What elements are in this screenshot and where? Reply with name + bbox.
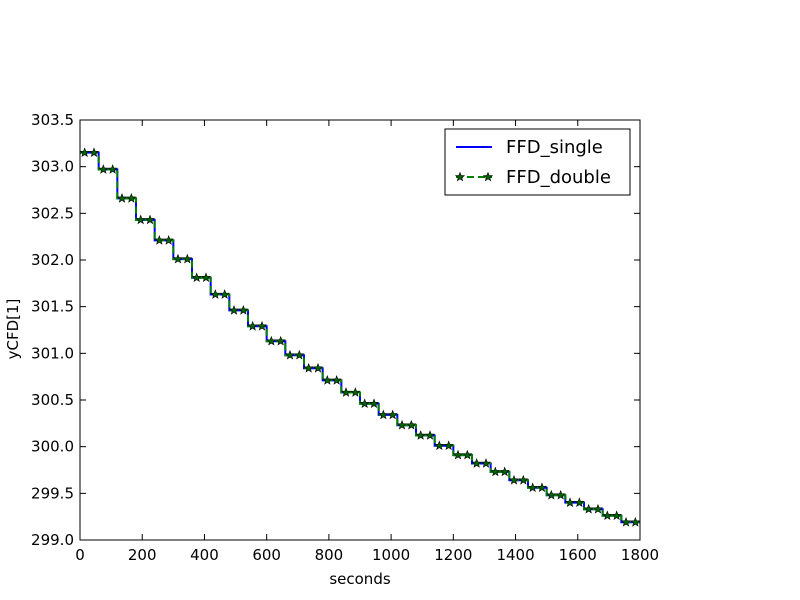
point-marker: [378, 409, 389, 420]
point-marker: [452, 449, 464, 460]
point-marker: [98, 164, 109, 174]
point-marker: [107, 164, 118, 174]
point-marker: [182, 253, 193, 264]
point-marker: [396, 419, 408, 430]
point-marker: [172, 253, 184, 264]
point-marker: [508, 474, 520, 485]
point-marker: [434, 440, 445, 451]
point-marker: [555, 489, 566, 500]
x-tick-label: 1000: [372, 546, 410, 564]
y-tick-label: 301.5: [31, 298, 74, 316]
series-markers-ffd-double: [79, 147, 641, 527]
series-line-ffd-single: [80, 151, 640, 524]
legend-star-icon: [454, 171, 466, 182]
point-marker: [219, 289, 230, 299]
legend-box: [444, 128, 631, 196]
x-tick-label: 1600: [559, 546, 597, 564]
point-marker: [471, 458, 482, 468]
point-marker: [154, 235, 165, 245]
y-tick-label: 299.0: [31, 531, 74, 549]
legend-label-ffd-single: FFD_single: [506, 137, 603, 158]
point-marker: [88, 147, 100, 157]
point-marker: [490, 466, 501, 477]
point-marker: [602, 510, 613, 521]
x-tick-label: 1400: [496, 546, 534, 564]
point-marker: [546, 489, 557, 500]
point-marker: [275, 335, 286, 346]
point-marker: [200, 272, 212, 283]
y-tick-label: 299.5: [31, 484, 74, 502]
point-marker: [322, 375, 333, 385]
legend-star-icon: [482, 171, 494, 182]
x-tick-label: 400: [190, 546, 219, 564]
y-tick-label: 302.5: [31, 204, 74, 222]
x-axis-title: seconds: [329, 570, 390, 588]
point-marker: [238, 305, 249, 315]
y-tick-label: 301.0: [31, 344, 74, 362]
point-marker: [228, 305, 240, 315]
point-marker: [350, 387, 361, 397]
point-marker: [583, 503, 594, 514]
y-axis-title: yCFD[1]: [4, 299, 22, 360]
point-marker: [574, 497, 585, 507]
y-tick-label: 302.0: [31, 251, 74, 269]
point-marker: [135, 214, 146, 225]
point-marker: [368, 398, 380, 409]
point-marker: [462, 449, 473, 460]
y-tick-label: 303.5: [31, 111, 74, 129]
legend-star-markers: [454, 171, 494, 182]
point-marker: [630, 516, 641, 527]
y-tick-label: 303.0: [31, 158, 74, 176]
series-line-ffd-double: [80, 151, 640, 524]
y-tick-label: 300.5: [31, 391, 74, 409]
point-marker: [611, 510, 622, 521]
x-tick-label: 800: [315, 546, 344, 564]
point-marker: [266, 335, 277, 346]
plot-area: [79, 147, 641, 527]
point-marker: [294, 349, 305, 360]
point-marker: [387, 409, 398, 420]
point-marker: [303, 362, 314, 373]
y-tick-label: 300.0: [31, 438, 74, 456]
point-marker: [536, 482, 548, 493]
point-marker: [116, 193, 128, 203]
point-marker: [499, 466, 510, 477]
point-marker: [331, 375, 342, 385]
point-marker: [79, 147, 90, 157]
point-marker: [443, 440, 454, 451]
point-marker: [564, 497, 576, 507]
point-marker: [620, 516, 632, 527]
point-marker: [359, 398, 370, 409]
x-tick-label: 1800: [621, 546, 659, 564]
point-marker: [415, 430, 426, 440]
x-tick-label: 200: [128, 546, 157, 564]
point-marker: [424, 430, 436, 440]
point-marker: [340, 387, 352, 397]
plot-frame: [79, 119, 641, 541]
point-marker: [163, 235, 174, 245]
point-marker: [247, 320, 258, 331]
point-marker: [210, 289, 221, 299]
x-tick-label: 0: [75, 546, 85, 564]
point-marker: [312, 362, 324, 373]
x-tick-label: 600: [252, 546, 281, 564]
point-marker: [406, 419, 417, 430]
point-marker: [592, 503, 604, 514]
point-marker: [144, 214, 156, 225]
x-tick-label: 1200: [434, 546, 472, 564]
point-marker: [527, 482, 538, 493]
axes: 0 200 400 600 800 1000 1200 1400 1600 1800 299.0 29…: [31, 111, 659, 564]
legend: FFD_single FFD_double: [444, 128, 631, 196]
point-marker: [126, 193, 137, 203]
point-marker: [480, 458, 492, 468]
legend-label-ffd-double: FFD_double: [506, 167, 611, 188]
point-marker: [256, 320, 268, 331]
point-marker: [284, 349, 296, 360]
point-marker: [518, 474, 529, 485]
point-marker: [191, 272, 202, 283]
